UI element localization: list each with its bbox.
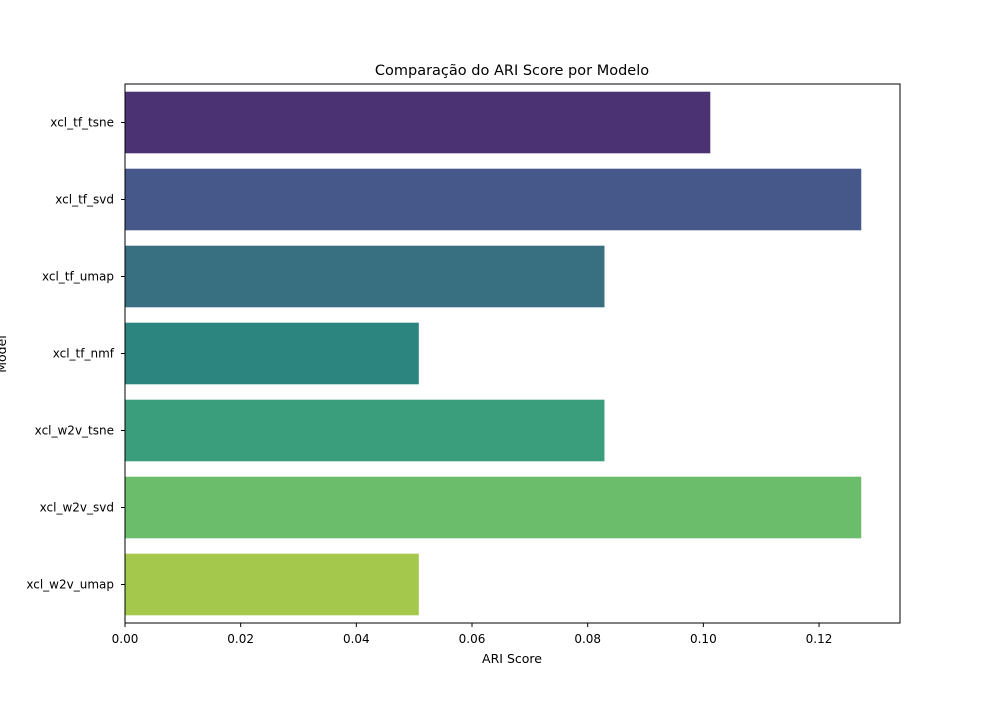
y-axis-label: Model <box>0 335 9 373</box>
chart-title: Comparação do ARI Score por Modelo <box>375 63 649 79</box>
y-tick-label: xcl_tf_nmf <box>53 347 115 361</box>
y-tick-label: xcl_w2v_svd <box>40 501 114 515</box>
x-tick-label: 0.08 <box>574 632 601 646</box>
x-tick-label: 0.04 <box>343 632 370 646</box>
bars-layer <box>125 91 862 616</box>
x-tick-label: 0.02 <box>227 632 254 646</box>
bar-xcl_tf_svd <box>125 168 862 231</box>
bar-xcl_tf_nmf <box>125 322 419 385</box>
bar-xcl_w2v_umap <box>125 553 419 616</box>
y-tick-label: xcl_tf_tsne <box>50 116 114 130</box>
bar-xcl_w2v_svd <box>125 476 862 539</box>
x-tick-label: 0.00 <box>112 632 139 646</box>
bar-xcl_tf_umap <box>125 245 605 308</box>
bar-xcl_tf_tsne <box>125 91 711 154</box>
x-tick-label: 0.12 <box>806 632 833 646</box>
bar-xcl_w2v_tsne <box>125 399 605 462</box>
x-axis-label: ARI Score <box>482 651 542 666</box>
x-tick-label: 0.06 <box>459 632 486 646</box>
x-tick-label: 0.10 <box>690 632 717 646</box>
y-tick-label: xcl_tf_umap <box>42 270 114 284</box>
y-tick-label: xcl_w2v_tsne <box>35 424 114 438</box>
ticks-layer: xcl_tf_tsne xcl_tf_svd xcl_tf_umap xcl_tf_n… <box>26 116 832 647</box>
y-tick-label: xcl_tf_svd <box>55 193 114 207</box>
plot-frame <box>124 83 901 624</box>
y-tick-label: xcl_w2v_umap <box>26 578 114 592</box>
